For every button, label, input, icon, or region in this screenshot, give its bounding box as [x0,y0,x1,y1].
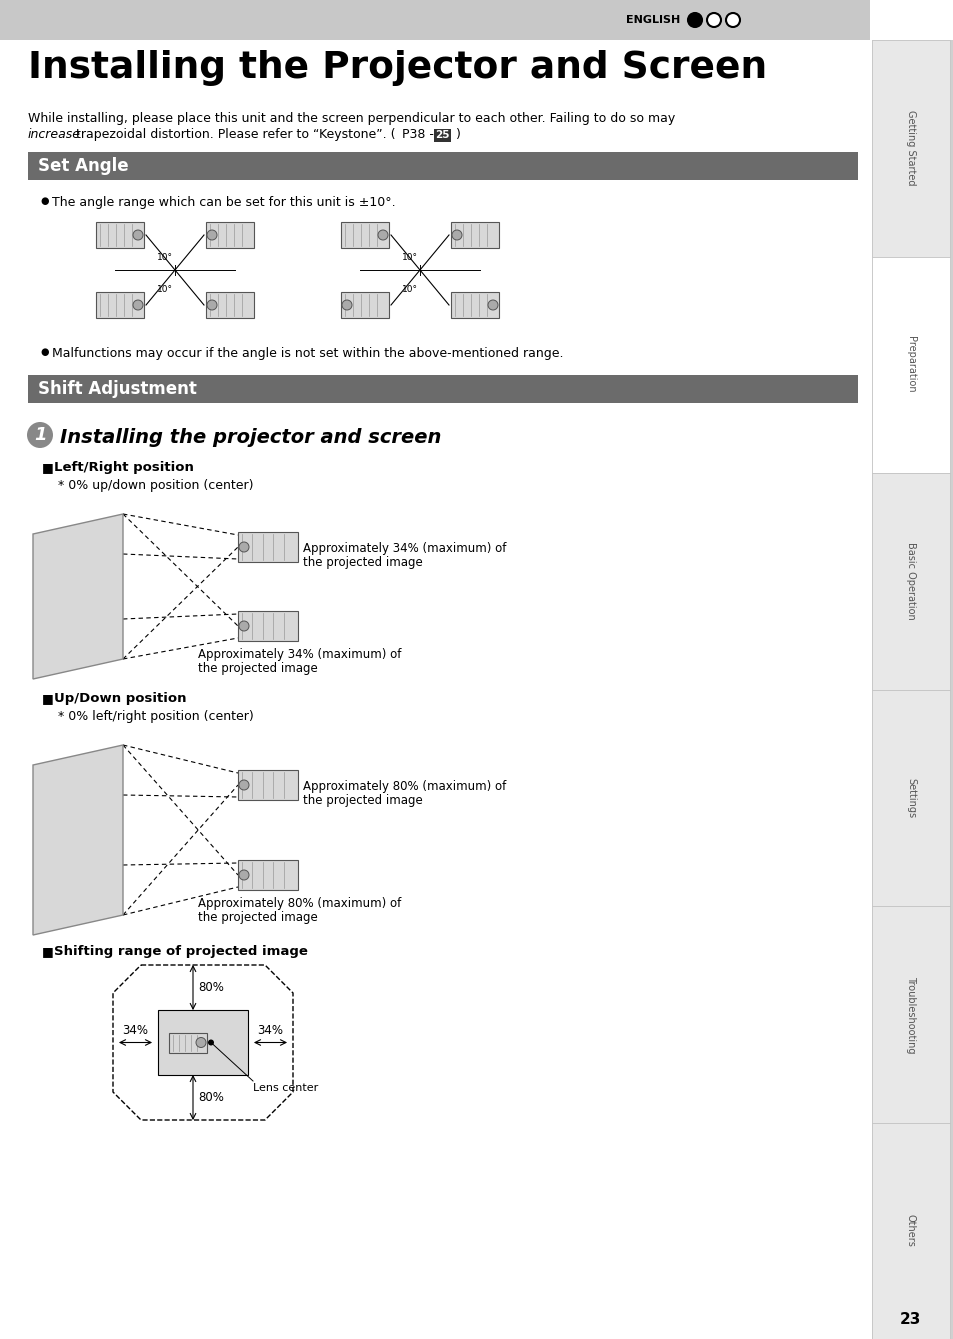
Text: P38 -: P38 - [401,129,437,141]
Circle shape [239,542,249,552]
Text: the projected image: the projected image [198,661,317,675]
Text: 34%: 34% [257,1024,283,1036]
Text: Settings: Settings [905,778,915,818]
FancyBboxPatch shape [237,532,297,562]
Bar [871,690,953,907]
Text: While installing, please place this unit and the screen perpendicular to each ot: While installing, please place this unit… [28,112,675,125]
Text: 80%: 80% [198,1091,224,1103]
Circle shape [341,300,352,311]
Text: Installing the projector and screen: Installing the projector and screen [60,428,441,447]
Text: trapezoidal distortion. Please refer to “Keystone”. (: trapezoidal distortion. Please refer to … [71,129,395,141]
Bar [28,153,857,179]
Text: the projected image: the projected image [303,556,422,569]
Bar [871,473,949,690]
Text: 10°: 10° [401,285,417,295]
Text: ●: ● [40,195,49,206]
Circle shape [706,13,720,27]
FancyBboxPatch shape [206,292,253,317]
Text: Basic Operation: Basic Operation [905,542,915,620]
Text: ●: ● [40,347,49,358]
Text: * 0% left/right position (center): * 0% left/right position (center) [58,710,253,723]
Text: Set Angle: Set Angle [38,157,129,175]
Text: * 0% up/down position (center): * 0% up/down position (center) [58,479,253,491]
Text: Shift Adjustment: Shift Adjustment [38,380,196,398]
Text: Lens center: Lens center [253,1083,318,1093]
Circle shape [207,300,216,311]
FancyBboxPatch shape [96,292,144,317]
Bar [871,1122,953,1339]
Circle shape [239,870,249,880]
FancyBboxPatch shape [206,222,253,248]
FancyBboxPatch shape [96,222,144,248]
Text: Up/Down position: Up/Down position [54,692,186,706]
Bar [871,690,949,907]
Text: 1: 1 [33,426,46,445]
Bar [871,40,949,257]
Text: 10°: 10° [157,285,172,295]
Circle shape [195,1038,206,1047]
FancyBboxPatch shape [340,222,389,248]
Text: The angle range which can be set for this unit is ±10°.: The angle range which can be set for thi… [52,195,395,209]
Text: 34%: 34% [122,1024,149,1036]
Circle shape [208,1039,213,1046]
Bar [434,129,451,142]
Text: ): ) [452,129,460,141]
FancyBboxPatch shape [451,222,498,248]
FancyBboxPatch shape [237,860,297,890]
Circle shape [239,621,249,631]
Circle shape [207,230,216,240]
Text: ■: ■ [42,945,53,957]
Circle shape [27,422,53,449]
Text: Shifting range of projected image: Shifting range of projected image [54,945,308,957]
Polygon shape [33,514,123,679]
Circle shape [239,781,249,790]
Text: Approximately 80% (maximum) of: Approximately 80% (maximum) of [303,781,506,793]
Text: Malfunctions may occur if the angle is not set within the above-mentioned range.: Malfunctions may occur if the angle is n… [52,347,563,360]
Text: ENGLISH: ENGLISH [625,15,679,25]
Bar [0,0,869,40]
FancyBboxPatch shape [451,292,498,317]
Text: Approximately 34% (maximum) of: Approximately 34% (maximum) of [303,542,506,554]
Bar [871,907,953,1122]
Circle shape [132,300,143,311]
Text: Troubleshooting: Troubleshooting [905,976,915,1052]
Text: ■: ■ [42,692,53,706]
Bar [28,375,857,403]
Circle shape [377,230,388,240]
Circle shape [132,230,143,240]
Text: Others: Others [905,1214,915,1247]
Polygon shape [33,744,123,935]
Text: 10°: 10° [401,253,417,262]
Circle shape [687,13,701,27]
Bar [871,257,949,473]
Bar [158,1010,248,1075]
Bar [871,40,953,257]
Text: 23: 23 [899,1312,920,1327]
FancyBboxPatch shape [340,292,389,317]
Text: Installing the Projector and Screen: Installing the Projector and Screen [28,50,766,86]
Text: Preparation: Preparation [905,336,915,394]
Text: 80%: 80% [198,981,224,994]
Circle shape [488,300,497,311]
Bar [871,473,953,690]
Circle shape [725,13,740,27]
FancyBboxPatch shape [237,611,297,641]
Circle shape [452,230,461,240]
Text: the projected image: the projected image [198,911,317,924]
Text: 10°: 10° [157,253,172,262]
Text: Getting Started: Getting Started [905,111,915,186]
Bar [871,907,949,1122]
FancyBboxPatch shape [169,1032,207,1052]
Text: Approximately 80% (maximum) of: Approximately 80% (maximum) of [198,897,401,911]
Text: increase: increase [28,129,81,141]
Bar [871,1122,949,1339]
Text: 25: 25 [435,130,449,141]
Bar [871,257,953,473]
Text: ■: ■ [42,461,53,474]
Text: Left/Right position: Left/Right position [54,461,193,474]
Polygon shape [112,965,293,1119]
Text: the projected image: the projected image [303,794,422,807]
FancyBboxPatch shape [237,770,297,799]
Text: Approximately 34% (maximum) of: Approximately 34% (maximum) of [198,648,401,661]
